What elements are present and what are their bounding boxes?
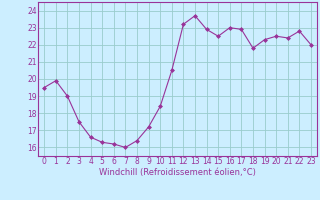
X-axis label: Windchill (Refroidissement éolien,°C): Windchill (Refroidissement éolien,°C) (99, 168, 256, 177)
